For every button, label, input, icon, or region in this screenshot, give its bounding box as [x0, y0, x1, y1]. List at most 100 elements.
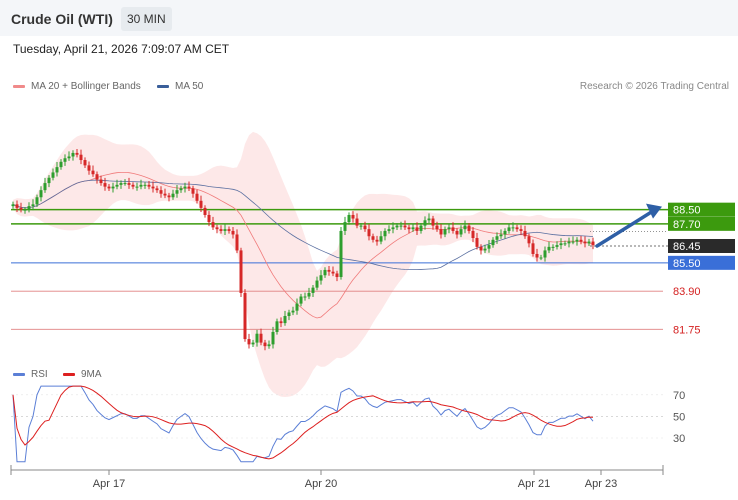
- candle-body: [447, 227, 451, 230]
- candle-body: [151, 186, 155, 189]
- price-level-tag: [668, 202, 735, 217]
- candle-body: [267, 344, 271, 347]
- candle: [171, 189, 175, 200]
- price-level-tag: [668, 216, 735, 231]
- candle-body: [431, 218, 435, 226]
- candle-body: [15, 204, 19, 208]
- candle: [159, 186, 163, 198]
- price-level-label: 83.90: [673, 286, 701, 298]
- candle: [195, 189, 199, 204]
- candle: [539, 254, 543, 261]
- candle-body: [435, 225, 439, 230]
- candle: [531, 239, 535, 257]
- price-lines: [11, 208, 668, 330]
- candle: [347, 212, 351, 225]
- candle: [335, 270, 339, 282]
- candle: [463, 220, 467, 234]
- candle: [543, 246, 547, 262]
- candle-body: [155, 188, 159, 191]
- candle-body: [75, 152, 79, 155]
- candle-body: [147, 184, 151, 187]
- moving-averages: [12, 171, 594, 319]
- candle-body: [139, 184, 143, 187]
- candle-body: [543, 250, 547, 258]
- candle: [87, 161, 91, 175]
- candle-body: [95, 174, 99, 180]
- candle-body: [407, 227, 411, 230]
- legend-ma50-label: MA 50: [175, 81, 204, 92]
- price-level-label: 85.50: [673, 258, 701, 270]
- candle: [167, 192, 171, 202]
- candle-body: [539, 257, 543, 259]
- candle-body: [283, 316, 287, 324]
- candle: [491, 237, 495, 248]
- candle: [143, 182, 147, 189]
- candle-body: [491, 239, 495, 246]
- candle-body: [443, 229, 447, 235]
- candle-body: [575, 239, 579, 242]
- candle-body: [395, 225, 399, 228]
- candle-body: [291, 310, 295, 313]
- candle-body: [579, 239, 583, 242]
- rsi-9ma-line: [12, 385, 594, 460]
- candle: [307, 287, 311, 300]
- candle: [247, 333, 251, 349]
- candle-body: [99, 179, 103, 184]
- candle: [479, 244, 483, 255]
- time-tick-label: Apr 23: [585, 478, 617, 490]
- candle-body: [23, 209, 27, 211]
- candle-body: [227, 229, 231, 231]
- candle: [579, 235, 583, 245]
- candle: [487, 239, 491, 253]
- candle: [555, 241, 559, 250]
- candle: [587, 238, 591, 246]
- candle: [83, 157, 87, 169]
- candle-body: [295, 303, 299, 311]
- candle-body: [323, 269, 327, 276]
- candle-body: [455, 230, 459, 235]
- candle: [231, 227, 235, 239]
- candle: [131, 182, 135, 190]
- candle-body: [587, 241, 591, 244]
- candle: [227, 226, 231, 234]
- candle: [411, 223, 415, 232]
- candle: [415, 222, 419, 236]
- candle: [27, 202, 31, 213]
- candle-body: [451, 227, 455, 231]
- candle: [403, 220, 407, 231]
- candle: [63, 154, 67, 166]
- candle-body: [171, 193, 175, 198]
- legend-9ma: 9MA: [63, 369, 102, 380]
- candle: [447, 223, 451, 234]
- legend-9ma-swatch: [63, 373, 75, 376]
- candle-body: [127, 183, 131, 185]
- candle: [263, 339, 267, 351]
- bollinger-band-area: [13, 131, 593, 398]
- candle-body: [143, 184, 147, 186]
- candle-body: [11, 204, 15, 207]
- candle-body: [263, 342, 267, 347]
- candle: [295, 298, 299, 315]
- candle-body: [59, 161, 63, 168]
- candle: [279, 317, 283, 328]
- timeframe-selector[interactable]: 30 MIN: [121, 7, 172, 31]
- candle-body: [343, 222, 347, 231]
- candle-body: [339, 230, 343, 278]
- candle: [103, 177, 107, 191]
- candle-body: [31, 204, 35, 207]
- legend-ma50-swatch: [157, 85, 169, 88]
- candle: [243, 289, 247, 342]
- candle: [435, 221, 439, 232]
- candle-body: [195, 193, 199, 201]
- candle-body: [479, 246, 483, 251]
- candle-body: [555, 245, 559, 247]
- candle: [383, 228, 387, 241]
- candle: [387, 225, 391, 234]
- candle-body: [563, 243, 567, 245]
- legend-9ma-label: 9MA: [81, 369, 102, 380]
- candle: [267, 340, 271, 349]
- candle: [567, 237, 571, 248]
- candle-body: [187, 186, 191, 189]
- candle: [379, 231, 383, 245]
- candle-body: [111, 186, 115, 189]
